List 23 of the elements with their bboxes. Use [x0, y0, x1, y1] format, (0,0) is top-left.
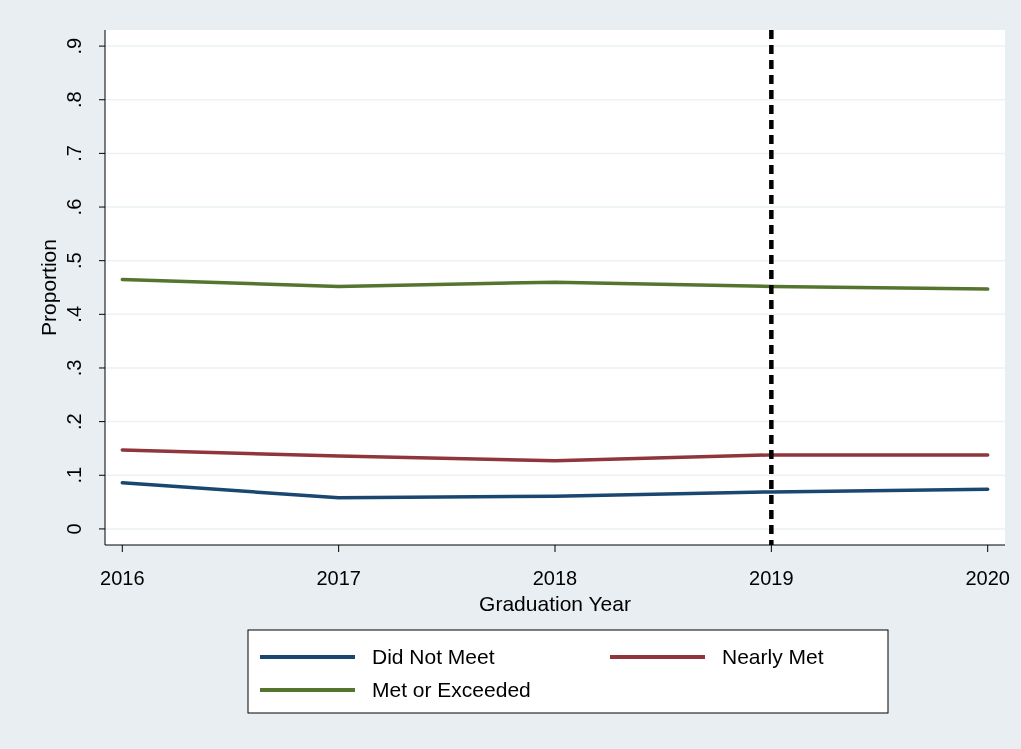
x-tick-label: 2019 [749, 567, 794, 589]
legend-label: Met or Exceeded [372, 678, 531, 701]
y-tick-label: .9 [63, 37, 85, 55]
line-series [120, 481, 990, 500]
x-tick-label: 2017 [316, 567, 361, 589]
y-tick-label: 0 [63, 523, 85, 535]
x-axis-title: Graduation Year [479, 592, 631, 615]
y-tick-label: .8 [63, 91, 85, 109]
line-series [120, 277, 990, 291]
y-tick-label: .2 [63, 413, 85, 430]
line-series [120, 448, 990, 463]
x-tick-label: 2016 [100, 567, 145, 589]
y-tick-label: .6 [63, 198, 85, 216]
y-tick-label: .4 [63, 305, 85, 323]
y-tick-label: .3 [63, 359, 85, 377]
legend-label: Nearly Met [722, 645, 824, 668]
y-tick-label: .1 [63, 466, 85, 484]
x-tick-label: 2020 [965, 567, 1010, 589]
y-axis-title: Proportion [37, 239, 60, 336]
y-tick-label: .7 [63, 145, 85, 162]
y-tick-label: .5 [63, 252, 85, 270]
legend-label: Did Not Meet [372, 645, 495, 668]
x-tick-label: 2018 [532, 567, 578, 589]
